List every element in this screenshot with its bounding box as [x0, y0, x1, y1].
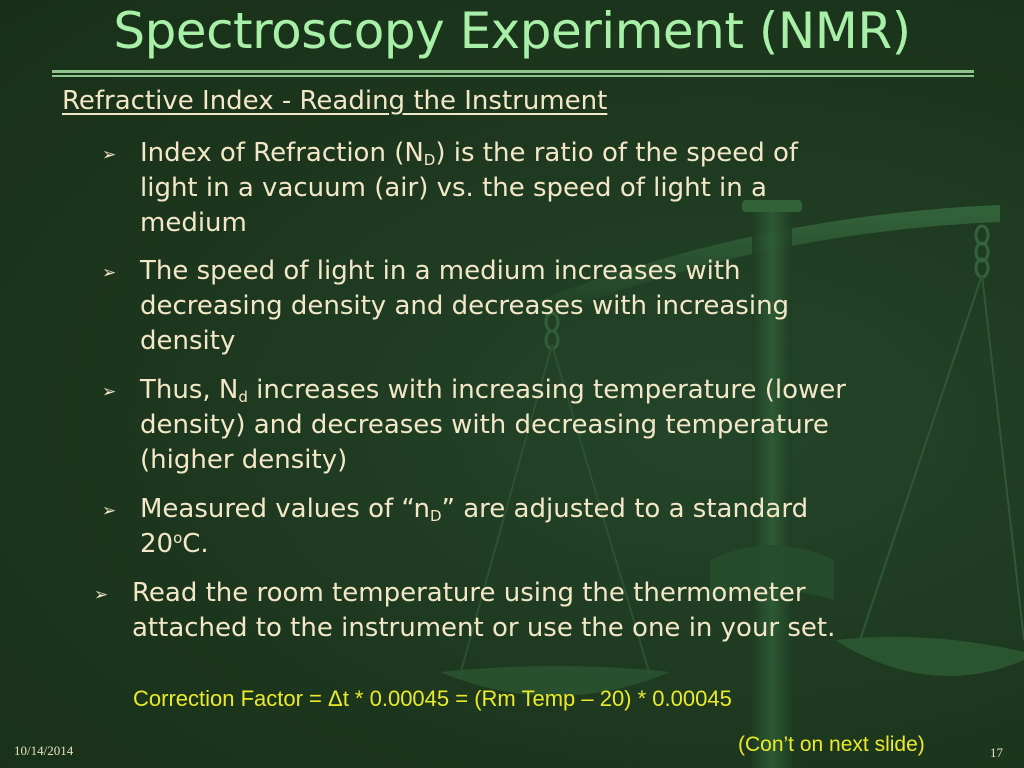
bullet-line: Thus, Nd increases with increasing tempe…	[140, 373, 846, 408]
bullet-item: ➢ Measured values of “nD” are adjusted t…	[102, 492, 808, 562]
bullet-line: Index of Refraction (ND) is the ratio of…	[140, 136, 798, 171]
bullet-text: increases with increasing temperature (l…	[247, 375, 846, 405]
bullet-item: ➢ Read the room temperature using the th…	[94, 576, 836, 646]
bullet-line: decreasing density and decreases with in…	[140, 291, 790, 321]
subscript-text: D	[429, 507, 442, 525]
subscript-text: D	[423, 151, 436, 169]
bullet-text: Index of Refraction (N	[140, 138, 424, 168]
correction-factor-formula: Correction Factor = Δt * 0.00045 = (Rm T…	[133, 686, 732, 711]
bullet-line: light in a vacuum (air) vs. the speed of…	[140, 173, 767, 203]
arrowhead-bullet-icon: ➢	[102, 501, 117, 521]
bullet-line: Read the room temperature using the ther…	[132, 578, 806, 608]
bullet-line: The speed of light in a medium increases…	[140, 256, 741, 286]
bullet-item: ➢ Thus, Nd increases with increasing tem…	[102, 373, 846, 478]
bullet-line: Measured values of “nD” are adjusted to …	[140, 492, 808, 527]
slide-date: 10/14/2014	[14, 743, 74, 758]
bullet-line: medium	[140, 208, 247, 238]
bullet-line: density) and decreases with decreasing t…	[140, 410, 829, 440]
slide-subtitle: Refractive Index - Reading the Instrumen…	[62, 86, 608, 116]
continued-note: (Con’t on next slide)	[738, 733, 925, 756]
arrowhead-bullet-icon: ➢	[102, 382, 117, 402]
bullet-line: (higher density)	[140, 445, 348, 475]
arrowhead-bullet-icon: ➢	[94, 585, 109, 605]
bullet-text: Thus, N	[140, 375, 239, 405]
arrowhead-bullet-icon: ➢	[102, 145, 117, 165]
bullet-text: 20	[140, 529, 174, 559]
bullet-item: ➢ The speed of light in a medium increas…	[102, 254, 790, 359]
bullet-text: Measured values of “n	[140, 494, 430, 524]
bullet-text: ) is the ratio of the speed of	[435, 138, 799, 168]
bullet-text: ” are adjusted to a standard	[441, 494, 809, 524]
arrowhead-bullet-icon: ➢	[102, 263, 117, 283]
subscript-text: d	[238, 388, 248, 406]
bullet-item: ➢ Index of Refraction (ND) is the ratio …	[102, 136, 798, 241]
slide-number: 17	[990, 745, 1003, 760]
title-divider-top	[52, 70, 974, 73]
title-divider-bottom	[52, 75, 974, 77]
bullet-text: C.	[182, 529, 209, 559]
bullet-line: 20oC.	[140, 527, 808, 562]
bullet-line: attached to the instrument or use the on…	[132, 613, 836, 643]
slide-title: Spectroscopy Experiment (NMR)	[113, 2, 911, 60]
bullet-line: density	[140, 326, 236, 356]
superscript-text: o	[173, 529, 183, 547]
